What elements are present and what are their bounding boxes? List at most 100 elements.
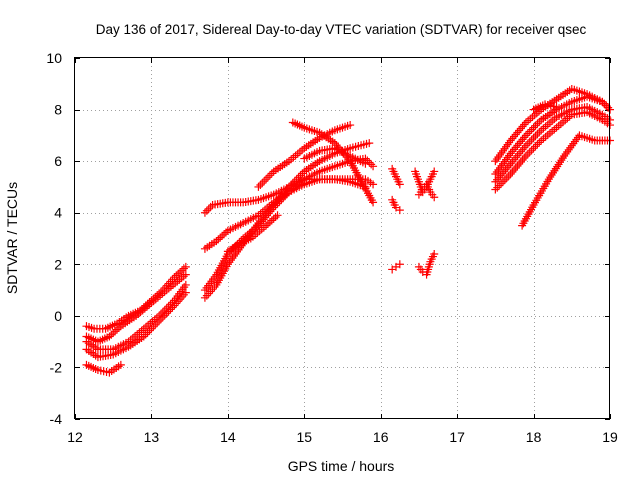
- data-point: [537, 136, 546, 145]
- data-point: [293, 149, 302, 158]
- data-point: [531, 121, 540, 130]
- data-point: [160, 287, 169, 296]
- data-point: [508, 168, 517, 177]
- data-point: [510, 145, 519, 154]
- data-point: [212, 237, 221, 246]
- data-point: [153, 318, 162, 327]
- data-point: [513, 141, 522, 150]
- data-point: [525, 148, 534, 157]
- data-point: [162, 286, 171, 295]
- data-point: [273, 211, 282, 220]
- data-point: [598, 97, 607, 106]
- data-point: [135, 328, 144, 337]
- data-point: [141, 322, 150, 331]
- data-point: [260, 177, 269, 186]
- data-point: [529, 123, 538, 132]
- data-point: [524, 116, 533, 125]
- data-point: [520, 143, 529, 152]
- data-point: [369, 198, 378, 207]
- data-point: [493, 183, 502, 192]
- data-point: [527, 125, 536, 134]
- data-point: [508, 147, 517, 156]
- data-point: [286, 180, 295, 189]
- data-point: [552, 102, 561, 111]
- data-point: [268, 202, 277, 211]
- data-point: [285, 182, 293, 191]
- data-point: [511, 130, 520, 139]
- data-point: [262, 209, 271, 218]
- data-point: [518, 135, 527, 144]
- data-point: [497, 179, 506, 188]
- data-point: [499, 146, 507, 155]
- data-point: [258, 179, 267, 188]
- data-point: [202, 206, 211, 215]
- data-point: [548, 116, 557, 125]
- data-point: [263, 173, 272, 182]
- series-track-15: [388, 195, 404, 215]
- data-point: [296, 171, 305, 180]
- data-point: [176, 268, 185, 277]
- y-tick-label: 6: [54, 153, 62, 169]
- data-point: [559, 118, 568, 127]
- data-point: [500, 144, 509, 153]
- data-point: [181, 288, 190, 297]
- data-point: [494, 153, 503, 162]
- data-point: [527, 135, 536, 144]
- data-point: [535, 138, 544, 147]
- data-point: [530, 111, 539, 120]
- data-point: [504, 161, 513, 170]
- data-point: [218, 231, 227, 240]
- data-point: [226, 256, 235, 265]
- data-point: [111, 327, 120, 336]
- data-point: [266, 204, 275, 213]
- y-tick-label: -4: [50, 411, 63, 427]
- data-points: [82, 84, 614, 377]
- data-point: [499, 167, 508, 176]
- data-point: [295, 147, 304, 156]
- data-point: [518, 155, 527, 164]
- data-point: [346, 121, 355, 130]
- data-point: [147, 324, 156, 333]
- data-point: [179, 264, 188, 273]
- data-point: [503, 140, 512, 149]
- data-point: [561, 149, 570, 158]
- data-point: [204, 289, 213, 298]
- data-point: [288, 179, 297, 188]
- data-point: [516, 124, 525, 133]
- data-point: [516, 137, 525, 146]
- data-point: [141, 330, 150, 339]
- plot-frame: [74, 57, 610, 419]
- data-point: [178, 266, 186, 275]
- data-point: [510, 155, 519, 164]
- data-point: [564, 145, 573, 154]
- data-point: [262, 175, 271, 184]
- data-point: [265, 218, 274, 227]
- data-point: [160, 311, 169, 320]
- data-point: [552, 123, 561, 132]
- data-point: [550, 125, 559, 134]
- data-point: [495, 181, 504, 190]
- x-axis-label: GPS time / hours: [288, 458, 395, 474]
- data-point: [521, 151, 530, 160]
- data-point: [518, 145, 527, 154]
- x-tick-label: 19: [602, 429, 618, 445]
- data-point: [292, 175, 301, 184]
- x-tick-label: 12: [67, 429, 83, 445]
- data-point: [254, 182, 263, 191]
- data-point: [139, 324, 148, 333]
- series-track-13: [300, 144, 370, 168]
- data-point: [158, 313, 167, 322]
- data-point: [155, 317, 164, 326]
- x-tick-label: 13: [144, 429, 160, 445]
- data-point: [430, 193, 439, 202]
- data-point: [139, 332, 148, 341]
- data-point: [172, 271, 181, 280]
- data-point: [395, 206, 404, 215]
- data-point: [256, 180, 265, 189]
- series-track-10: [223, 211, 282, 256]
- data-point: [271, 213, 280, 222]
- series-track-2: [82, 270, 190, 346]
- data-point: [369, 180, 378, 189]
- data-point: [228, 254, 237, 263]
- data-point: [543, 130, 552, 139]
